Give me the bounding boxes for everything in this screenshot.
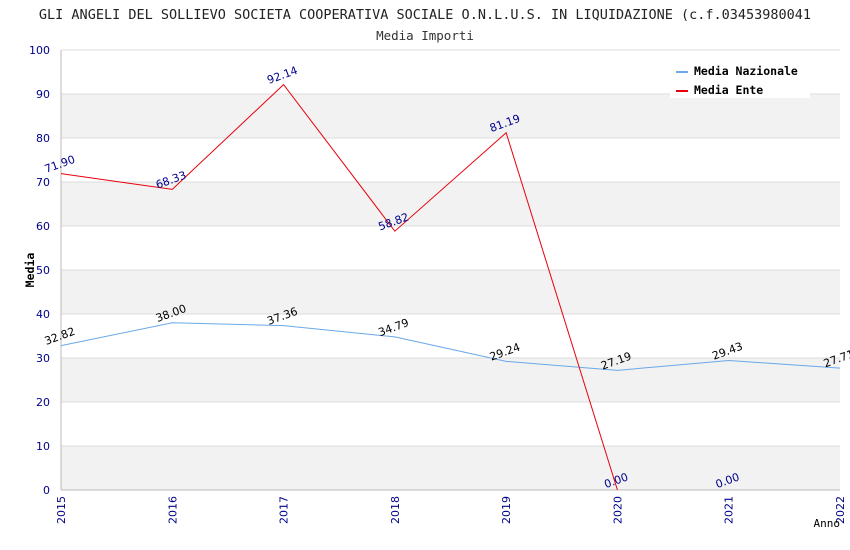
grid-band [61, 226, 840, 270]
grid-band [61, 358, 840, 402]
y-tick-label: 50 [36, 264, 50, 277]
y-tick-label: 90 [36, 88, 50, 101]
x-tick-label: 2015 [55, 496, 68, 524]
x-axis-label: Anno [814, 517, 841, 530]
chart-subtitle: Media Importi [376, 28, 474, 43]
x-tick-label: 2020 [611, 496, 624, 524]
grid-band [61, 314, 840, 358]
legend-box [670, 59, 810, 98]
y-tick-label: 0 [43, 484, 50, 497]
series-line-0 [60, 322, 841, 371]
y-tick-label: 70 [36, 176, 50, 189]
y-tick-label: 80 [36, 132, 50, 145]
x-axis-ticks: 2015 2016 2017 2018 2019 2020 2021 2022 [55, 496, 847, 524]
grid-band [61, 182, 840, 226]
grid-band [61, 94, 840, 138]
y-axis-label: Media [23, 253, 37, 288]
y-tick-label: 40 [36, 308, 50, 321]
x-tick-label: 2022 [834, 496, 847, 524]
legend: Media Nazionale Media Ente [670, 59, 810, 98]
plot-background [61, 49, 840, 491]
grid-band [61, 402, 840, 446]
chart-title: GLI ANGELI DEL SOLLIEVO SOCIETA COOPERAT… [39, 7, 811, 23]
grid-band [61, 270, 840, 314]
legend-label-media-ente: Media Ente [694, 83, 763, 97]
grid-band [61, 138, 840, 182]
grid-band [61, 446, 840, 490]
x-tick-label: 2019 [500, 496, 513, 524]
y-tick-label: 30 [36, 352, 50, 365]
x-tick-label: 2021 [723, 496, 736, 524]
x-tick-label: 2016 [166, 496, 179, 524]
y-tick-label: 60 [36, 220, 50, 233]
y-tick-label: 100 [29, 44, 50, 57]
series-layer [60, 83, 841, 491]
y-tick-label: 20 [36, 396, 50, 409]
x-tick-label: 2018 [389, 496, 402, 524]
y-axis-ticks: 0 10 20 30 40 50 60 70 80 90 100 [29, 44, 50, 497]
series-line-1 [60, 83, 618, 491]
y-tick-label: 10 [36, 440, 50, 453]
legend-label-media-nazionale: Media Nazionale [694, 64, 798, 78]
x-tick-label: 2017 [278, 496, 291, 524]
